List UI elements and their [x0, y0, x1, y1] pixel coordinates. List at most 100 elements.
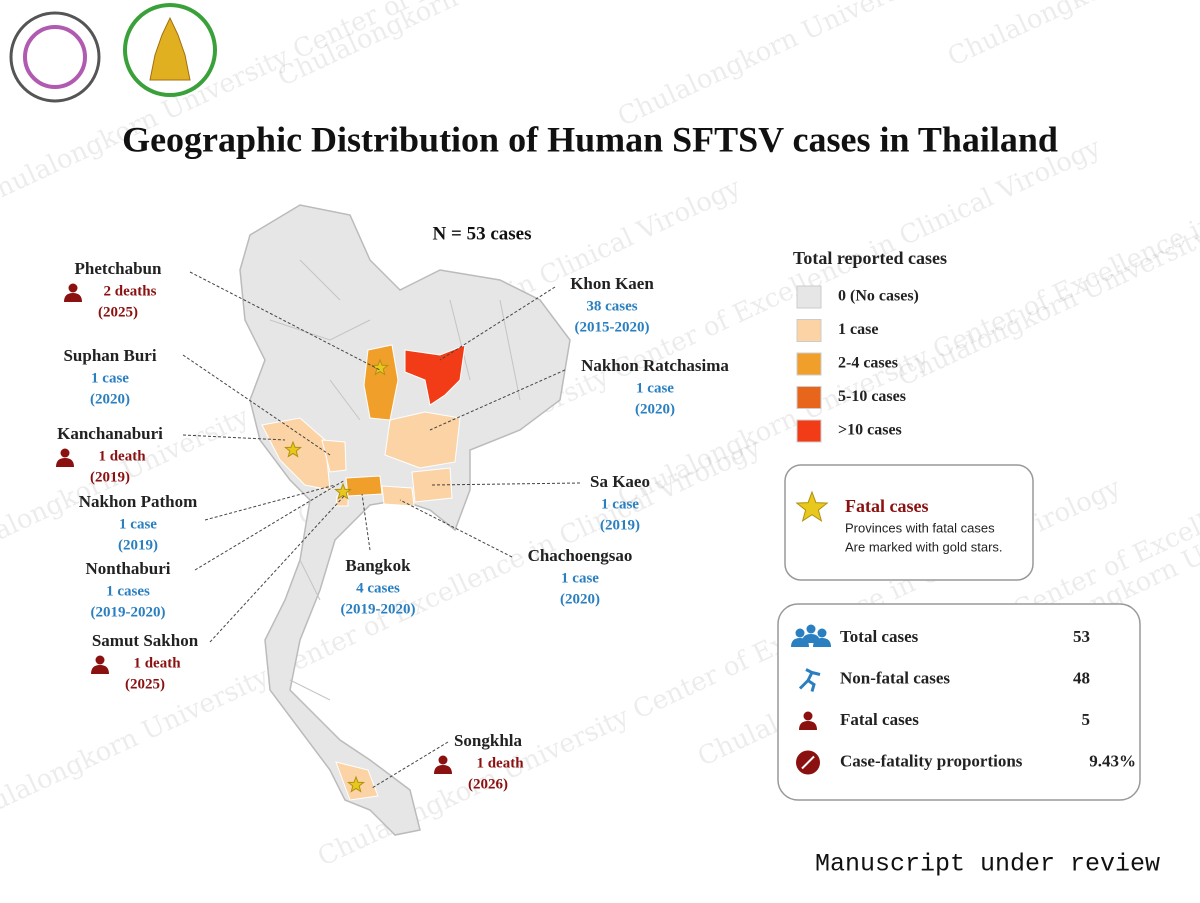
- legend-swatch: [796, 419, 822, 443]
- legend-label: >10 cases: [838, 422, 902, 439]
- fatal-box-line: Provinces with fatal cases: [845, 520, 995, 535]
- legend-label: 5-10 cases: [838, 388, 906, 405]
- province-period: (2025): [125, 676, 165, 692]
- person-icon: [91, 665, 109, 674]
- summary-value: 53: [1073, 627, 1090, 646]
- person-icon: [64, 293, 82, 302]
- person-icon: [434, 765, 452, 774]
- province-period: (2025): [98, 304, 138, 320]
- summary-value: 48: [1073, 668, 1090, 687]
- province-period: (2020): [90, 391, 130, 407]
- province-name: Nakhon Pathom: [79, 492, 198, 511]
- province-chachoengsao: [381, 485, 415, 507]
- province-detail: 1 case: [119, 516, 157, 532]
- summary-label: Fatal cases: [840, 710, 919, 729]
- summary-value: 9.43%: [1089, 751, 1136, 770]
- person-icon: [60, 448, 70, 458]
- province-name: Nonthaburi: [85, 559, 170, 578]
- leader-line: [182, 434, 286, 441]
- province-labels: Phetchabun 2 deaths (2025) Suphan Buri 1 cas…: [56, 259, 729, 792]
- province-name: Suphan Buri: [63, 346, 156, 365]
- thailand-map: [239, 204, 571, 836]
- province-detail: 1 death: [476, 755, 524, 771]
- province-detail: 1 case: [601, 496, 639, 512]
- summary-label: Non-fatal cases: [840, 668, 950, 687]
- province-detail: 1 death: [133, 655, 181, 671]
- province-detail: 1 case: [91, 370, 129, 386]
- province-name: Sa Kaeo: [590, 472, 650, 491]
- province-detail: 1 death: [98, 448, 146, 464]
- province-detail: 38 cases: [586, 298, 637, 314]
- legend-swatch: [796, 352, 822, 376]
- person-icon: [817, 628, 827, 638]
- runner-icon: [798, 668, 821, 692]
- province-period: (2026): [468, 776, 508, 792]
- province-name: Bangkok: [345, 556, 411, 575]
- fatal-box-title: Fatal cases: [845, 496, 928, 516]
- province-period: (2019-2020): [91, 604, 166, 620]
- province-name: Chachoengsao: [528, 546, 633, 565]
- title: Geographic Distribution of Human SFTSV c…: [122, 119, 1058, 159]
- province-period: (2020): [635, 401, 675, 417]
- gold-star: [347, 775, 365, 793]
- legend-swatch: [796, 319, 822, 342]
- person-icon: [802, 634, 820, 643]
- person-icon: [95, 655, 105, 665]
- province-name: Kanchanaburi: [57, 424, 163, 443]
- province-nakhon-ratchasima: [384, 411, 461, 469]
- province-period: (2015-2020): [575, 319, 650, 335]
- province-khon-kaen: [404, 344, 466, 406]
- n-label: N = 53 cases: [433, 223, 532, 244]
- legend-label: 2-4 cases: [838, 355, 898, 372]
- legend-title: Total reported cases: [793, 248, 947, 268]
- fatal-box-line: Are marked with gold stars.: [845, 539, 1003, 554]
- province-suphan-buri: [321, 439, 347, 473]
- province-sa-kaeo: [411, 467, 453, 503]
- person-icon: [806, 624, 816, 634]
- person-icon: [68, 283, 78, 293]
- province-name: Samut Sakhon: [92, 631, 199, 650]
- fatal-stars: [284, 358, 389, 793]
- province-name: Khon Kaen: [570, 274, 654, 293]
- legend-label: 0 (No cases): [838, 288, 919, 305]
- leader-line: [209, 494, 346, 643]
- province-detail: 1 case: [561, 570, 599, 586]
- legend-label: 1 case: [838, 321, 878, 338]
- summary-value: 5: [1082, 710, 1091, 729]
- legend: Total reported cases 0 (No cases) 1 case 2…: [793, 248, 947, 443]
- person-icon: [795, 628, 805, 638]
- province-period: (2020): [560, 591, 600, 607]
- legend-swatch: [796, 285, 822, 309]
- person-icon: [56, 458, 74, 467]
- province-detail: 1 case: [636, 380, 674, 396]
- province-period: (2019-2020): [341, 601, 416, 617]
- province-name: Phetchabun: [75, 259, 162, 278]
- leader-line: [439, 286, 556, 361]
- gold-star: [371, 358, 389, 376]
- person-icon: [438, 755, 448, 765]
- province-detail: 1 cases: [106, 583, 150, 599]
- percent-icon: [801, 755, 815, 770]
- summary-label: Total cases: [840, 627, 919, 646]
- province-detail: 2 deaths: [104, 283, 157, 299]
- summary-label: Case-fatality proportions: [840, 751, 1023, 770]
- gold-star: [284, 440, 302, 458]
- province-bangkok: [345, 475, 383, 497]
- legend-swatch: [796, 386, 822, 409]
- summary-table: Total cases 53 Non-fatal cases 48 Fatal case…: [791, 624, 1136, 775]
- person-icon: [799, 721, 817, 730]
- leader-line: [361, 493, 371, 551]
- logo-medicine-emblem: [149, 16, 191, 81]
- gold-star: [795, 490, 829, 523]
- leader-line: [194, 479, 346, 571]
- province-detail: 4 cases: [356, 580, 400, 596]
- province-period: (2019): [90, 469, 130, 485]
- person-icon: [803, 711, 813, 721]
- province-period: (2019): [118, 537, 158, 553]
- gold-star: [334, 482, 352, 500]
- province-name: Songkhla: [454, 731, 523, 750]
- map-outline: [239, 204, 571, 836]
- leader-line: [204, 484, 336, 521]
- summary-box: [777, 603, 1141, 801]
